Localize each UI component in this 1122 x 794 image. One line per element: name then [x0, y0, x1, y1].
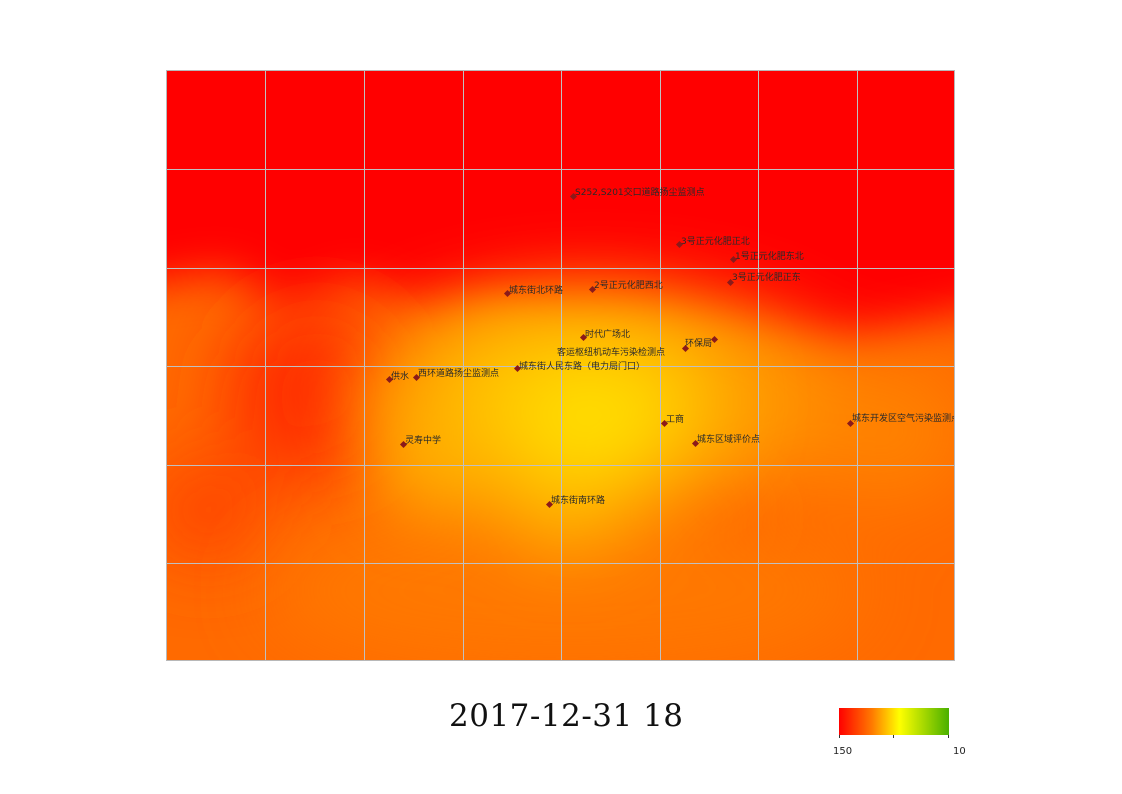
heat-zone-yellow-left [377, 411, 497, 511]
station-marker [846, 419, 855, 428]
station-label: 客运枢纽机动车污染检测点 [557, 346, 665, 358]
legend-tick [839, 735, 840, 738]
station-marker [513, 364, 522, 373]
station-times-square-north[interactable]: 时代广场北 [579, 328, 630, 342]
station-south-ring-road[interactable]: 城东街南环路 [545, 494, 605, 509]
station-label: 城东区域评价点 [697, 433, 760, 445]
station-label: S252,S201交口道路扬尘监测点 [575, 186, 705, 198]
legend-tick [893, 735, 894, 738]
legend-gradient-fill [839, 708, 949, 735]
station-marker [588, 285, 597, 294]
station-transport-hub[interactable]: 客运枢纽机动车污染检测点 [557, 344, 690, 358]
legend-tick [948, 735, 949, 738]
station-zhengyuan-3-north[interactable]: 3号正元化肥正北 [675, 235, 750, 249]
station-commerce-bureau[interactable]: 工商 [660, 413, 684, 428]
pollution-heatmap: S252,S201交口道路扬尘监测点 3号正元化肥正北 1号正元化肥东北 城东街… [166, 70, 955, 661]
map-timestamp: 2017-12-31 18 [449, 698, 684, 734]
station-lingshou-school[interactable]: 灵寿中学 [399, 434, 441, 449]
station-label: 城东街南环路 [551, 494, 605, 506]
station-s252-s201[interactable]: S252,S201交口道路扬尘监测点 [569, 186, 705, 201]
station-label: 3号正元化肥正东 [732, 271, 801, 283]
station-layer: S252,S201交口道路扬尘监测点 3号正元化肥正北 1号正元化肥东北 城东街… [385, 186, 955, 509]
station-label: 城东开发区空气污染监测点 [852, 412, 955, 424]
station-label: 1号正元化肥东北 [735, 250, 804, 262]
station-zhengyuan-3-east[interactable]: 3号正元化肥正东 [726, 271, 801, 287]
station-marker [660, 419, 669, 428]
station-marker [545, 500, 554, 509]
legend-min-label: 150 [833, 746, 853, 757]
station-label: 环保局 [685, 337, 712, 349]
station-marker [503, 289, 512, 298]
station-district-evaluation[interactable]: 城东区域评价点 [691, 433, 760, 448]
station-development-zone[interactable]: 城东开发区空气污染监测点 [846, 412, 955, 428]
station-marker [412, 373, 421, 382]
station-renmin-east-road[interactable]: 城东街人民东路（电力局门口） [513, 360, 645, 373]
heat-zone-bottom-orange [267, 511, 867, 660]
heat-zone-high [167, 71, 954, 341]
station-label: 城东街北环路 [509, 284, 563, 296]
station-label: 2号正元化肥西北 [594, 279, 663, 291]
station-chengdong-north-ring[interactable]: 城东街北环路 [503, 284, 563, 298]
station-label: 灵寿中学 [405, 434, 441, 446]
heat-zone-yellow-core [522, 371, 662, 481]
legend-max-label: 10 [953, 746, 966, 757]
station-marker [729, 255, 738, 264]
station-label: 西环道路扬尘监测点 [418, 367, 499, 379]
station-marker [726, 278, 735, 287]
heat-zone-bottom-left [167, 461, 267, 561]
station-water-supply[interactable]: 供水 [385, 370, 409, 384]
heatmap-canvas: S252,S201交口道路扬尘监测点 3号正元化肥正北 1号正元化肥东北 城东街… [167, 71, 955, 660]
station-zhengyuan-2-northwest[interactable]: 2号正元化肥西北 [588, 279, 663, 294]
station-label: 城东街人民东路（电力局门口） [519, 360, 645, 372]
station-zhengyuan-1-northeast[interactable]: 1号正元化肥东北 [729, 250, 804, 264]
station-env-bureau[interactable]: 环保局 [685, 335, 719, 349]
station-west-ring-road[interactable]: 西环道路扬尘监测点 [412, 367, 499, 382]
station-marker [675, 240, 684, 249]
station-marker [385, 375, 394, 384]
station-label: 供水 [391, 370, 409, 382]
station-marker [579, 333, 588, 342]
station-marker [399, 440, 408, 449]
station-label: 时代广场北 [585, 328, 630, 340]
station-marker [691, 439, 700, 448]
station-marker [710, 335, 719, 344]
heat-zone-yellow-low [507, 471, 627, 551]
color-legend-bar [839, 708, 949, 735]
map-grid [167, 71, 954, 660]
station-marker [681, 344, 690, 353]
station-label: 工商 [666, 413, 684, 425]
station-marker [569, 192, 578, 201]
station-label: 3号正元化肥正北 [681, 235, 750, 247]
